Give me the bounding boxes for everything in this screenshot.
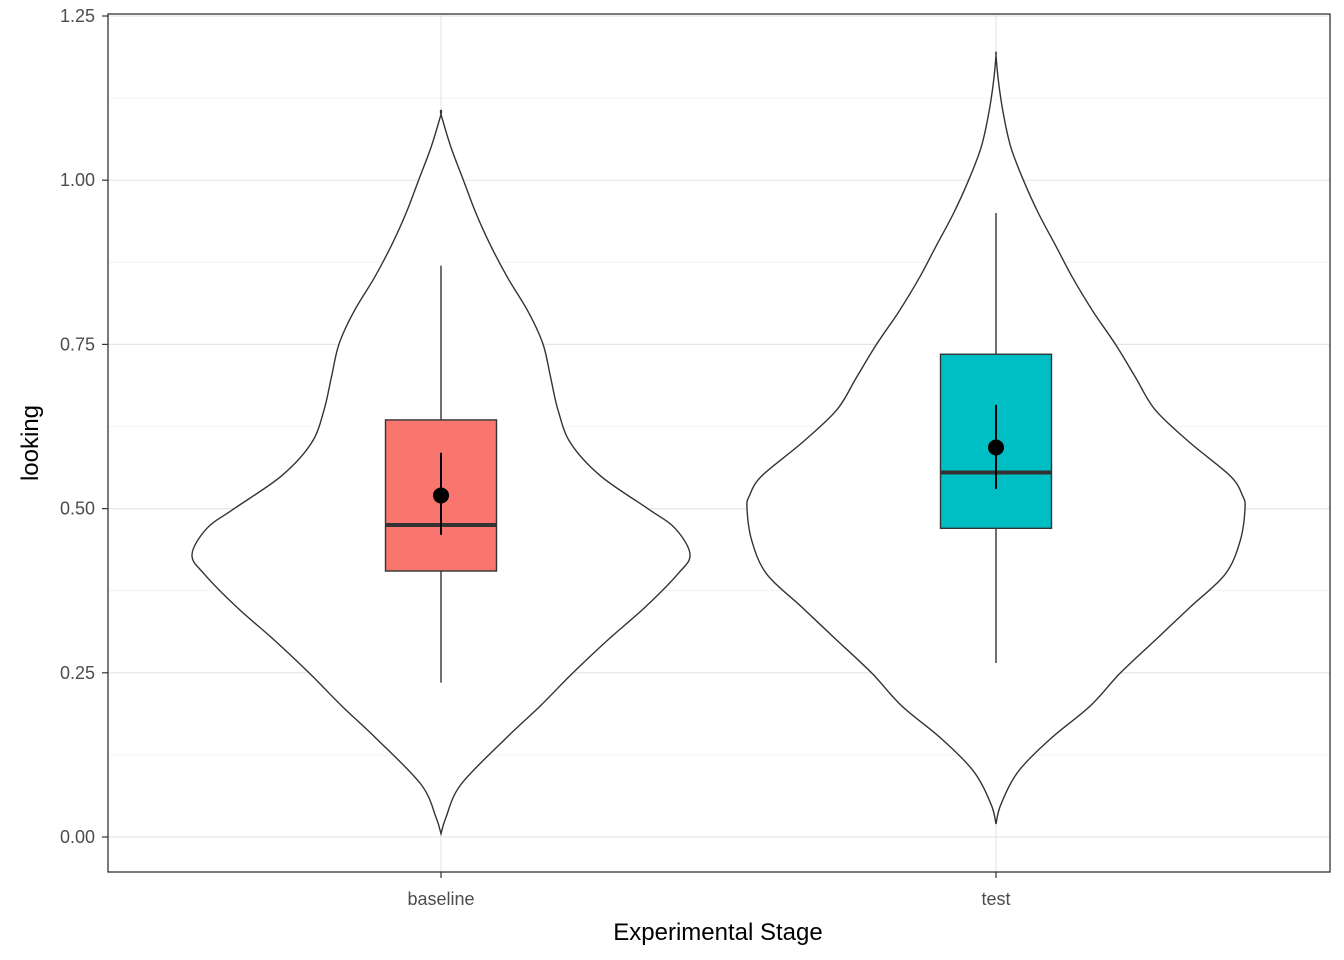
violins [191,51,1246,837]
axes: 0.00 0.25 0.50 0.75 1.00 1.25 baseline test [60,6,1011,909]
y-tick-label: 1.00 [60,170,95,190]
mean-points [433,404,1004,535]
mean-point-baseline [433,487,449,504]
y-tick-label: 1.25 [60,6,95,26]
y-tick-label: 0.25 [60,663,95,683]
box-test [939,353,1053,530]
y-axis-title: looking [17,405,44,481]
y-tick-label: 0.00 [60,827,95,847]
y-tick-label: 0.75 [60,334,95,354]
panel-border [107,13,1331,873]
y-tick-label: 0.50 [60,499,95,519]
boxplots [384,213,1053,683]
x-tick-label: test [981,889,1010,909]
x-tick-label: baseline [407,889,474,909]
mean-point-test [988,439,1004,456]
x-axis-title: Experimental Stage [613,919,822,946]
